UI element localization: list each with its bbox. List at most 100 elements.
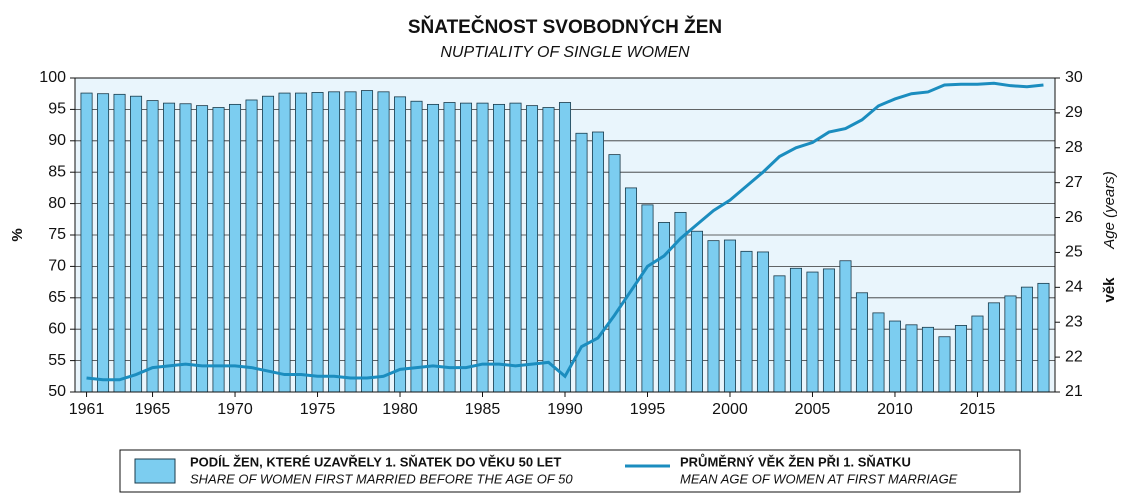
- bar: [492, 103, 506, 393]
- bar: [707, 240, 720, 393]
- y-tick-label: 95: [48, 101, 66, 118]
- bar: [855, 292, 868, 393]
- bar: [954, 325, 967, 393]
- bar: [443, 102, 456, 393]
- bar: [130, 95, 143, 393]
- bar: [295, 92, 308, 393]
- bar: [80, 92, 93, 393]
- bar: [723, 239, 736, 393]
- legend-box: [119, 449, 1021, 493]
- bar: [839, 260, 852, 393]
- bar: [179, 103, 192, 393]
- bar: [822, 268, 835, 393]
- chart-subtitle: NUPTIALITY OF SINGLE WOMEN: [440, 44, 690, 61]
- bar: [806, 271, 819, 393]
- legend-label: PRŮMĚRNÝ VĚK ŽEN PŘI 1. SŇATKU: [680, 453, 911, 469]
- bar: [262, 95, 275, 393]
- line: [86, 81, 1044, 382]
- legend-swatch: [134, 458, 176, 484]
- y2-axis-label-en: Age (years): [1101, 171, 1118, 250]
- bar: [888, 320, 901, 393]
- legend-label-en: MEAN AGE OF WOMEN AT FIRST MARRIAGE: [680, 471, 958, 486]
- y-tick-label: 60: [48, 320, 66, 337]
- bar: [377, 91, 390, 393]
- y-tick-label: 55: [48, 352, 66, 369]
- bar: [608, 154, 621, 393]
- legend-label-en: SHARE OF WOMEN FIRST MARRIED BEFORE THE …: [190, 471, 573, 486]
- bar: [1020, 286, 1033, 393]
- bar: [591, 131, 605, 393]
- bar: [921, 326, 934, 393]
- bar: [690, 230, 703, 393]
- x-tick-label: 2000: [712, 401, 748, 418]
- bar: [394, 96, 407, 393]
- y2-tick-label: 24: [1065, 279, 1083, 296]
- bar: [938, 336, 951, 393]
- bar: [344, 91, 357, 393]
- y2-tick-label: 21: [1065, 383, 1083, 400]
- legend-label: PODÍL ŽEN, KTERÉ UZAVŘELY 1. SŇATEK DO V…: [190, 454, 561, 469]
- bar: [872, 312, 885, 393]
- y2-tick-label: 30: [1065, 69, 1083, 86]
- y-tick-label: 70: [48, 258, 66, 275]
- y2-tick-label: 23: [1065, 313, 1083, 330]
- bar: [460, 102, 473, 393]
- bar: [905, 324, 918, 393]
- chart-title: SŇATEČNOST SVOBODNÝCH ŽEN: [408, 16, 722, 38]
- bar: [212, 107, 225, 393]
- bar: [113, 93, 126, 393]
- x-tick-label: 2015: [960, 401, 996, 418]
- y2-tick-label: 25: [1065, 244, 1083, 261]
- bar: [163, 102, 176, 393]
- bar: [657, 222, 670, 393]
- bar: [427, 103, 440, 393]
- bar: [1037, 282, 1050, 393]
- y2-tick-label: 22: [1065, 348, 1083, 365]
- bar: [558, 102, 572, 393]
- bar: [509, 102, 522, 393]
- x-tick-label: 1961: [69, 401, 105, 418]
- y2-axis-label: věk: [1101, 277, 1118, 303]
- x-tick-label: 1990: [547, 401, 583, 418]
- y-tick-label: 90: [48, 132, 66, 149]
- bar: [146, 100, 159, 393]
- x-tick-label: 1980: [382, 401, 418, 418]
- bar: [361, 90, 374, 393]
- plot-frame: [74, 77, 1056, 393]
- y2-tick-label: 26: [1065, 209, 1083, 226]
- bar: [789, 267, 802, 393]
- bar: [525, 105, 539, 393]
- bar: [410, 100, 423, 393]
- bar: [1004, 295, 1017, 393]
- y-tick-label: 85: [48, 163, 66, 180]
- y-axis-label: %: [9, 228, 26, 241]
- bar: [97, 93, 110, 393]
- x-tick-label: 1985: [465, 401, 501, 418]
- bar: [311, 92, 324, 393]
- bar: [740, 250, 753, 393]
- x-tick-label: 1995: [630, 401, 666, 418]
- bar: [542, 107, 555, 393]
- y-tick-label: 75: [48, 226, 66, 243]
- x-tick-label: 2010: [877, 401, 913, 418]
- bar: [641, 204, 654, 393]
- bar: [971, 315, 984, 393]
- y-tick-label: 80: [48, 195, 66, 212]
- x-tick-label: 1970: [217, 401, 253, 418]
- y-tick-label: 50: [48, 383, 66, 400]
- bar: [278, 92, 291, 393]
- bar: [476, 102, 489, 393]
- bar: [987, 302, 1000, 393]
- x-tick-label: 1965: [135, 401, 171, 418]
- bar: [245, 99, 258, 393]
- bar: [773, 275, 786, 393]
- y-tick-label: 100: [39, 69, 66, 86]
- x-tick-label: 2005: [795, 401, 831, 418]
- bar: [756, 251, 769, 393]
- y-tick-label: 65: [48, 289, 66, 306]
- x-tick-label: 1975: [300, 401, 336, 418]
- bar: [196, 105, 209, 393]
- y2-tick-label: 27: [1065, 174, 1083, 191]
- y2-tick-label: 28: [1065, 139, 1083, 156]
